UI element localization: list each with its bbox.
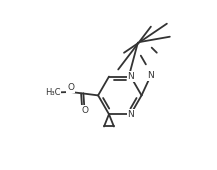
Text: O: O xyxy=(81,106,88,115)
Text: N: N xyxy=(127,72,134,81)
Text: N: N xyxy=(127,110,134,119)
Text: H₃C: H₃C xyxy=(45,88,60,97)
Text: O: O xyxy=(67,83,74,92)
Text: N: N xyxy=(148,71,154,80)
